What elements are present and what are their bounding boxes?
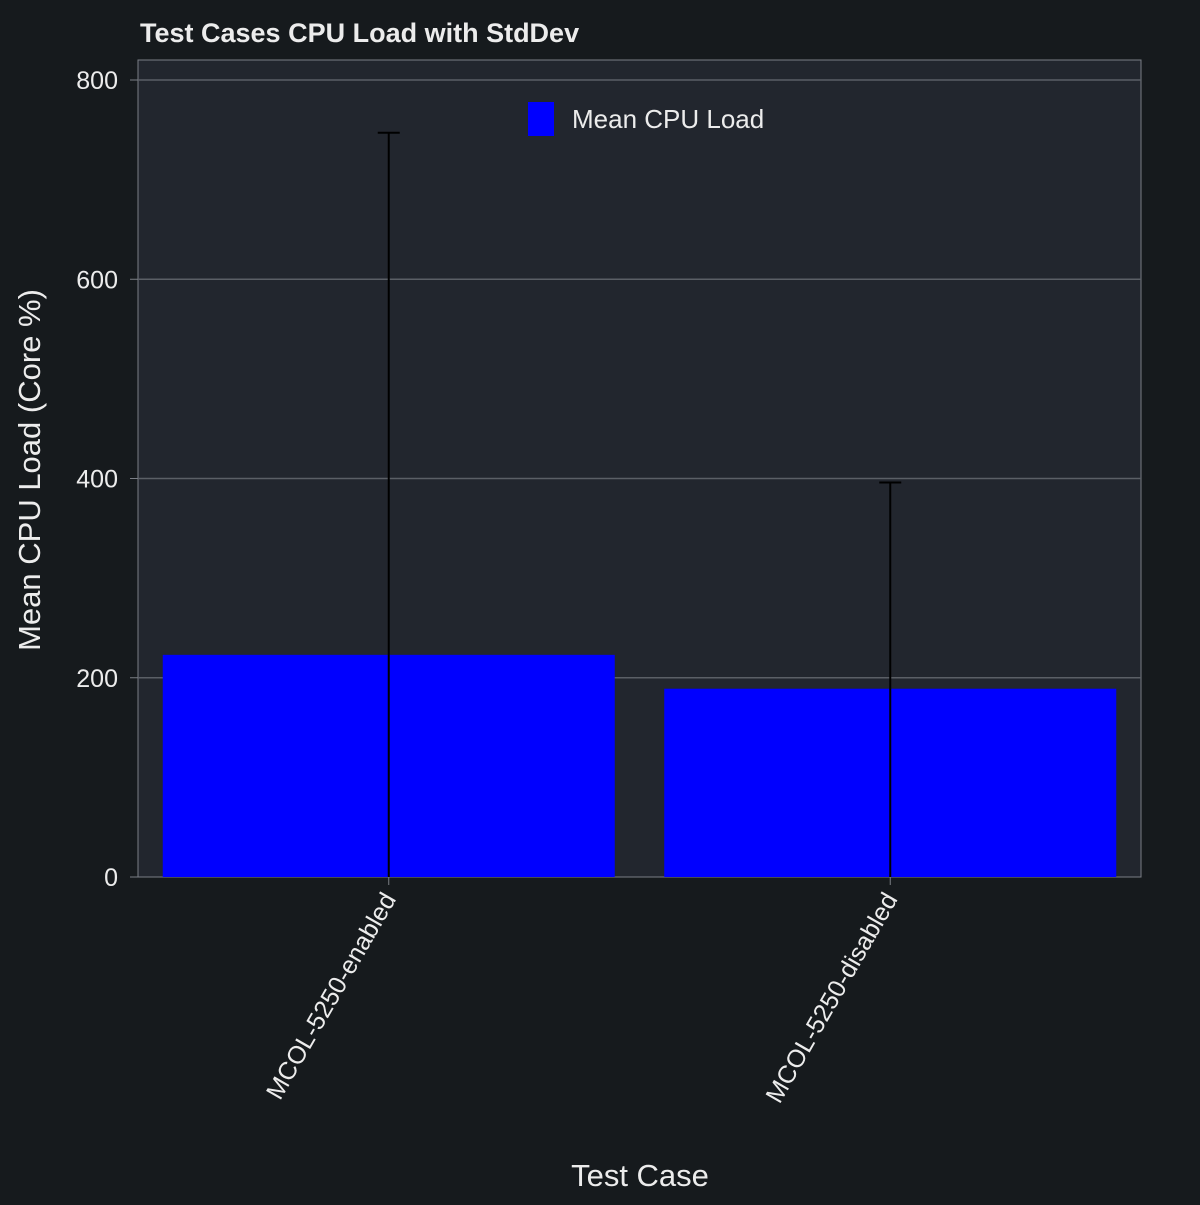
y-tick-label: 600 xyxy=(76,266,118,294)
error-bars xyxy=(377,131,902,877)
y-tick-label: 0 xyxy=(104,864,118,892)
x-axis-label: Test Case xyxy=(571,1158,709,1193)
legend-label: Mean CPU Load xyxy=(572,104,764,134)
y-axis-label: Mean CPU Load (Core %) xyxy=(12,289,47,651)
grid-lines xyxy=(138,79,1141,679)
chart-title: Test Cases CPU Load with StdDev xyxy=(140,18,579,48)
legend-swatch xyxy=(528,102,554,136)
y-tick-label: 400 xyxy=(76,466,118,494)
y-tick-label: 800 xyxy=(76,67,118,95)
y-tick-labels: 0 200 400 600 800 xyxy=(76,67,138,892)
y-tick-label: 200 xyxy=(76,665,118,693)
legend: Mean CPU Load xyxy=(528,102,764,136)
